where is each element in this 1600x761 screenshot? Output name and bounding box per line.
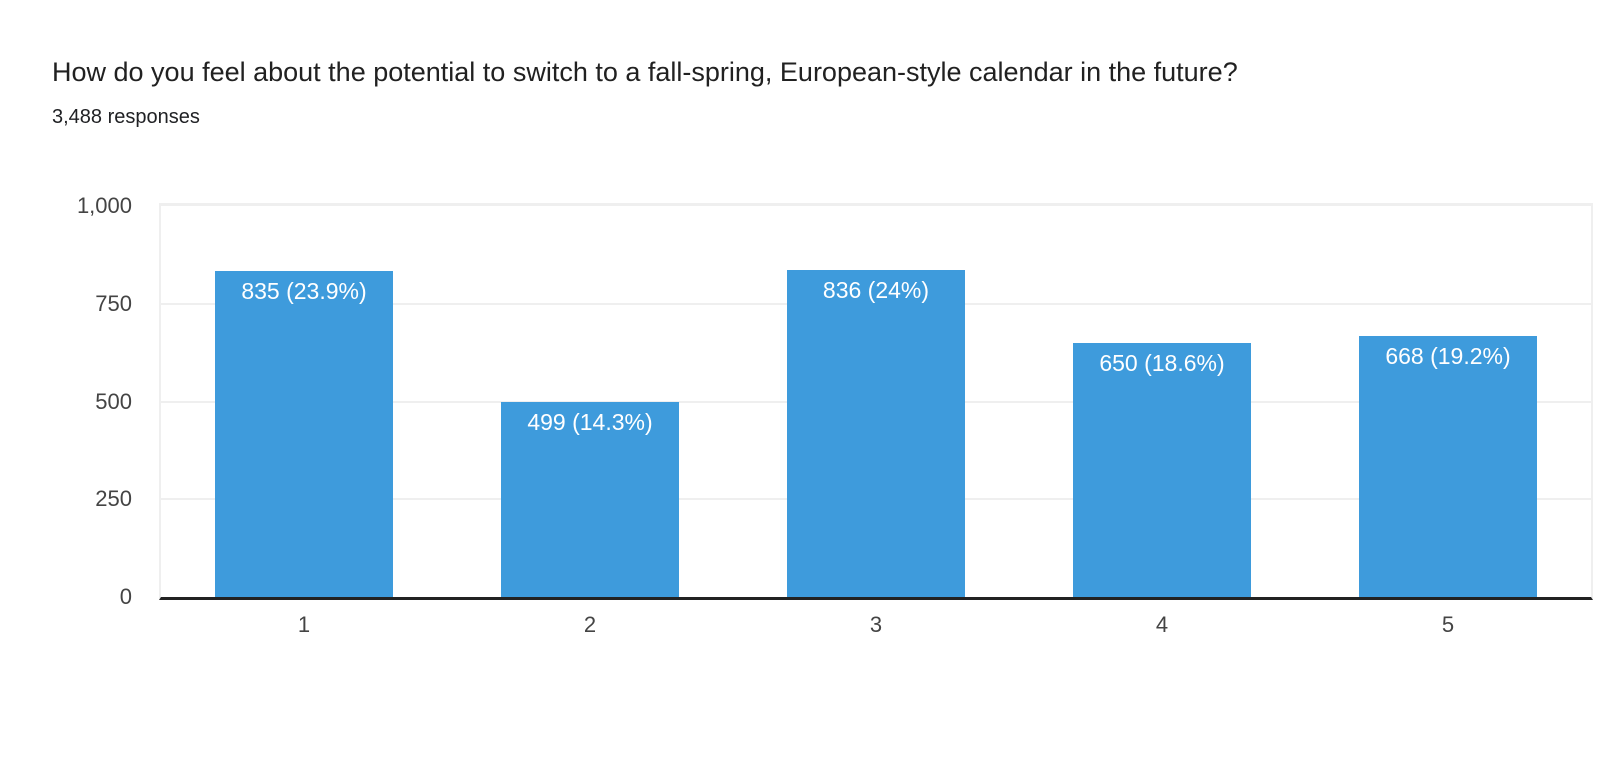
bar-value-label: 836 (24%) bbox=[822, 277, 930, 304]
response-count: 3,488 responses bbox=[52, 106, 200, 128]
bar-value-label: 650 (18.6%) bbox=[1099, 349, 1225, 376]
bar[interactable]: 650 (18.6%) bbox=[1073, 342, 1251, 597]
plot-area: 835 (23.9%) 499 (14.3%) 836 (24%) 650 (18.6… bbox=[159, 203, 1593, 600]
x-axis-tick-label: 1 bbox=[297, 612, 311, 637]
bar[interactable]: 668 (19.2%) bbox=[1359, 335, 1537, 597]
bar[interactable]: 836 (24%) bbox=[787, 270, 965, 597]
question-title: How do you feel about the potential to s… bbox=[52, 57, 1238, 87]
bar[interactable]: 835 (23.9%) bbox=[215, 270, 393, 597]
x-axis-tick-label: 2 bbox=[583, 612, 597, 637]
x-axis-tick-label: 4 bbox=[1155, 612, 1169, 637]
x-axis-tick-label: 3 bbox=[869, 612, 883, 637]
y-axis-tick-label: 0 bbox=[119, 584, 132, 609]
bar-value-label: 668 (19.2%) bbox=[1385, 342, 1511, 369]
y-axis-tick-label: 1,000 bbox=[76, 193, 132, 218]
y-axis-tick-label: 250 bbox=[95, 486, 132, 512]
y-axis-tick-label: 500 bbox=[95, 388, 132, 414]
bar-value-label: 835 (23.9%) bbox=[241, 277, 367, 304]
bar-value-label: 499 (14.3%) bbox=[527, 408, 653, 435]
y-axis-tick-label: 750 bbox=[95, 290, 132, 316]
bar[interactable]: 499 (14.3%) bbox=[501, 401, 679, 597]
x-axis-tick-label: 5 bbox=[1441, 612, 1455, 637]
